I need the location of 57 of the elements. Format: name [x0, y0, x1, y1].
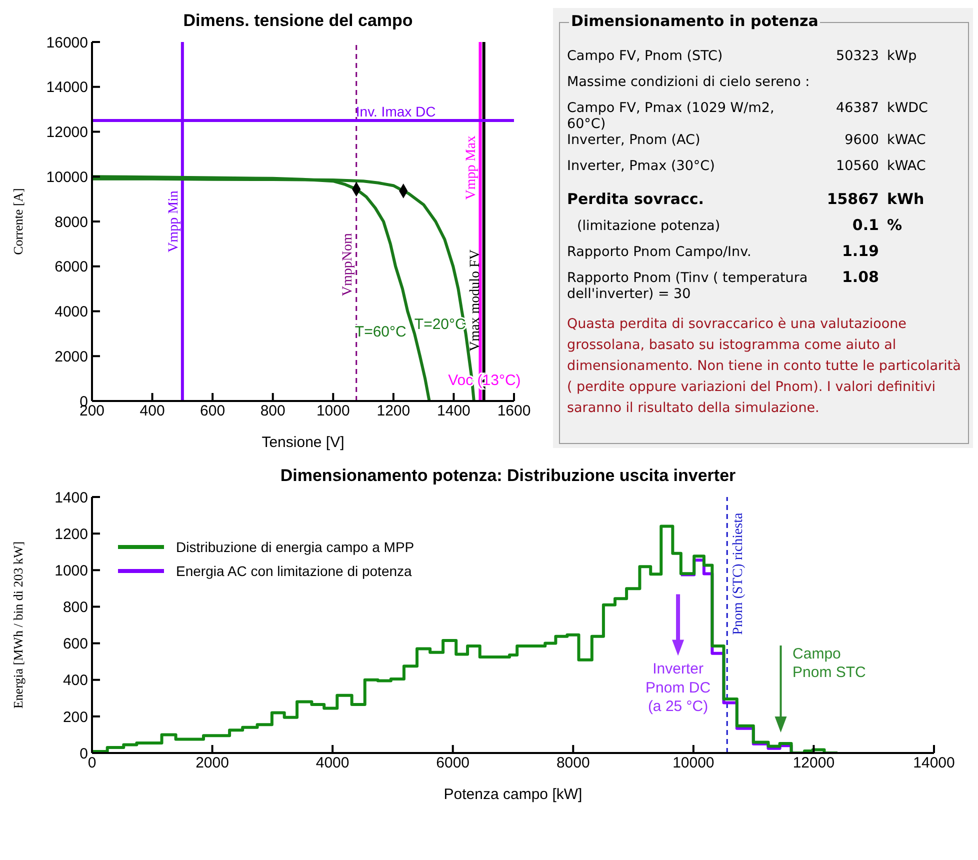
y-axis-title: Energia [MWh / bin di 203 kW]	[10, 541, 26, 709]
x-tick-label: 8000	[556, 754, 590, 772]
text: Rapporto Pnom Campo/Inv. 1.19	[567, 242, 879, 260]
ref-line-label: Vmax modulo FV	[468, 250, 483, 352]
text: Massime condizioni di cielo sereno :	[567, 74, 811, 90]
y-tick-label: 1200	[54, 526, 88, 543]
text: Dimensionamento in potenza	[569, 12, 820, 30]
text: Campo FV, Pnom (STC) 50323 kWp	[567, 48, 917, 64]
x-axis-title: Tensione [V]	[262, 434, 344, 451]
ref-line-label: VmppNom	[340, 232, 356, 296]
y-tick-label: 600	[62, 636, 88, 653]
ref-line-label: Inv. Imax DC	[356, 104, 436, 120]
ref-line-label: Pnom (STC) richiesta	[731, 512, 746, 635]
y-tick-label: 400	[62, 672, 88, 690]
y-tick-label: 12000	[46, 124, 88, 142]
text: Perdita sovracc. 15867 kWh	[567, 190, 924, 208]
text: Inverter, Pmax (30°C) 10560 kWAC	[567, 158, 926, 174]
x-tick-label: 600	[200, 402, 226, 420]
x-tick-label: 800	[260, 402, 286, 420]
chart-title: Dimens. tensione del campo	[182, 10, 414, 32]
text: Quasta perdita di sovraccarico è una valutazioone grossolana, basato su istogramma come aiuto al dimensionamento. Non tiene in conto tutte le particolarità ( perdite oppure variazioni del Pnom). I valori definitivi saranno il risultato della simulazione.	[567, 315, 962, 418]
y-tick-label: 8000	[54, 214, 88, 231]
y-tick-label: 800	[62, 599, 88, 616]
legend-label: Distribuzione di energia campo a MPP	[176, 539, 414, 555]
y-tick-label: 14000	[46, 79, 88, 96]
x-tick-label: 6000	[436, 754, 470, 772]
y-tick-label: 10000	[46, 168, 88, 186]
x-tick-label: 400	[140, 402, 165, 420]
x-tick-label: 10000	[672, 754, 714, 772]
annotation: Inverter Pnom DC (a 25 °C)	[646, 660, 711, 716]
text: Rapporto Pnom (Tinv ( temperatura dell'inverter) = 30 1.08	[567, 268, 879, 302]
x-tick-label: 1200	[376, 402, 410, 420]
text: Campo FV, Pmax (1029 W/m2, 60°C) 46387 kWDC	[567, 100, 928, 132]
ref-line-label: Vmpp Min	[166, 190, 182, 252]
legend-label: Energia AC con limitazione di potenza	[176, 563, 412, 579]
x-tick-label: 1600	[497, 402, 531, 420]
y-axis-title: Corrente [A]	[10, 188, 26, 255]
x-tick-label: 1000	[316, 402, 350, 420]
y-tick-label: 200	[62, 708, 88, 726]
chart-title: Dimensionamento potenza: Distribuzione uscita inverter	[279, 465, 737, 487]
y-tick-label: 4000	[54, 304, 88, 321]
x-tick-label: 2000	[196, 754, 229, 772]
y-tick-label: 1000	[54, 562, 88, 580]
x-axis-title: Potenza campo [kW]	[444, 786, 582, 803]
x-tick-label: 4000	[316, 754, 350, 772]
y-tick-label: 2000	[54, 348, 88, 366]
y-tick-label: 1400	[54, 489, 88, 506]
y-tick-label: 16000	[46, 34, 88, 52]
annotation: T=60°C	[354, 323, 407, 340]
x-tick-label: 1400	[437, 402, 470, 420]
text: (limitazione potenza) 0.1 %	[577, 216, 902, 234]
annotation: Campo Pnom STC	[792, 645, 866, 682]
ref-line-label: Vmpp Max	[464, 136, 480, 200]
x-tick-label: 14000	[913, 754, 955, 772]
x-tick-label: 12000	[792, 754, 835, 772]
y-tick-label: 6000	[54, 258, 88, 276]
text: Inverter, Pnom (AC) 9600 kWAC	[567, 132, 926, 148]
